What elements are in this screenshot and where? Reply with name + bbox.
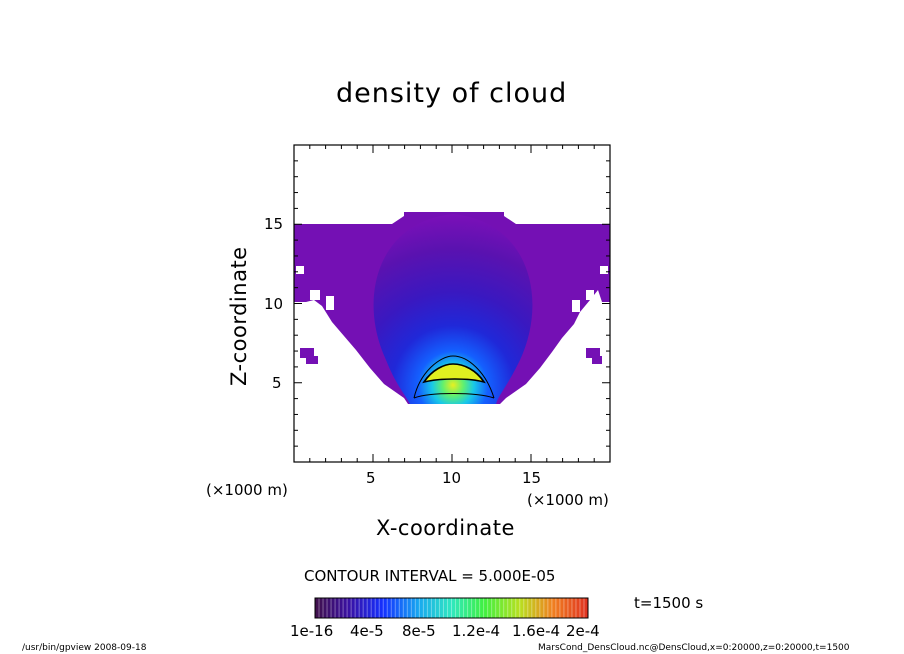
colorbar-tick-label-1: 4e-5 <box>350 622 384 640</box>
y-axis-label: Z-coordinate <box>227 246 251 386</box>
cloud-gaps <box>296 266 608 312</box>
colorbar-tick-label-5: 2e-4 <box>566 622 600 640</box>
ragged-cloud-edges <box>300 262 602 364</box>
contour-line-3 <box>413 393 495 399</box>
footer-left: /usr/bin/gpview 2008-09-18 <box>22 643 147 653</box>
contour-interval-label: CONTOUR INTERVAL = 5.000E-05 <box>304 567 556 585</box>
cloud-density-field <box>294 212 610 404</box>
contour-line-2 <box>422 363 486 384</box>
axis-ticks <box>294 145 610 462</box>
chart-title: density of cloud <box>336 78 568 109</box>
x-tick-label-5: 5 <box>366 469 376 487</box>
x-tick-label-15: 15 <box>522 469 542 487</box>
y-tick-label-15: 15 <box>264 215 284 233</box>
x-axis-unit: (×1000 m) <box>527 491 609 509</box>
time-label: t=1500 s <box>634 594 704 612</box>
contour-line-1 <box>413 355 495 399</box>
colorbar-tick-label-2: 8e-5 <box>402 622 436 640</box>
colorbar <box>314 597 589 619</box>
x-axis-label: X-coordinate <box>376 516 515 540</box>
y-tick-label-5: 5 <box>272 374 282 392</box>
footer-right: MarsCond_DensCloud.nc@DensCloud,x=0:2000… <box>538 643 850 653</box>
y-axis-unit: (×1000 m) <box>206 481 288 499</box>
colorbar-tick-label-0: 1e-16 <box>290 622 334 640</box>
colorbar-tick-label-4: 1.6e-4 <box>512 622 561 640</box>
x-tick-label-10: 10 <box>442 469 462 487</box>
plume-body <box>373 214 533 404</box>
colorbar-tick-label-3: 1.2e-4 <box>452 622 501 640</box>
y-tick-label-10: 10 <box>264 295 284 313</box>
